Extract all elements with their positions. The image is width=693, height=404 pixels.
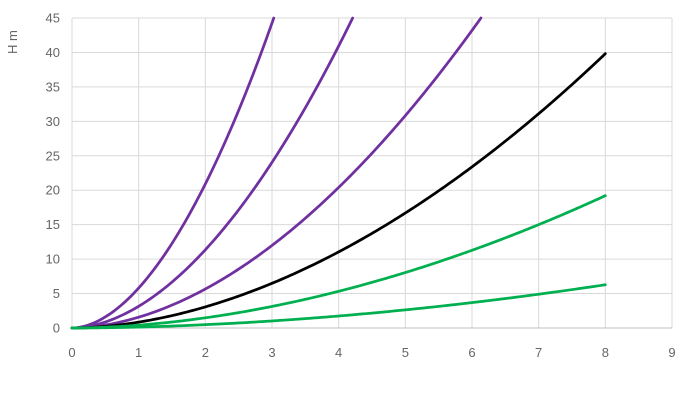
series-line-head-loss-curve-1 <box>70 16 276 330</box>
x-tick-label: 2 <box>202 345 209 360</box>
x-tick-label: 0 <box>68 345 75 360</box>
y-tick-label: 25 <box>46 148 60 163</box>
x-tick-label: 7 <box>535 345 542 360</box>
x-tick-label: 1 <box>135 345 142 360</box>
y-axis-title: H m <box>5 30 20 54</box>
y-tick-label: 20 <box>46 183 60 198</box>
x-tick-label: 4 <box>335 345 342 360</box>
y-tick-label: 30 <box>46 114 60 129</box>
x-tick-label: 6 <box>468 345 475 360</box>
y-tick-label: 35 <box>46 79 60 94</box>
x-tick-label: 9 <box>668 345 675 360</box>
series-line-head-loss-curve-6 <box>70 283 607 330</box>
series-line-head-loss-curve-5 <box>70 194 607 330</box>
series-line-head-loss-curve-3 <box>70 16 483 330</box>
y-tick-label: 15 <box>46 217 60 232</box>
y-tick-label: 5 <box>53 286 60 301</box>
y-tick-label: 10 <box>46 252 60 267</box>
series-lines <box>70 16 607 330</box>
y-tick-label: 0 <box>53 321 60 336</box>
x-tick-label: 5 <box>402 345 409 360</box>
y-tick-label: 40 <box>46 45 60 60</box>
gridlines <box>71 17 673 329</box>
x-tick-label: 3 <box>268 345 275 360</box>
x-tick-label: 8 <box>602 345 609 360</box>
series-line-head-loss-curve-2 <box>70 16 355 330</box>
y-tick-label: 45 <box>46 11 60 26</box>
series-line-head-loss-curve-4 <box>70 52 607 330</box>
